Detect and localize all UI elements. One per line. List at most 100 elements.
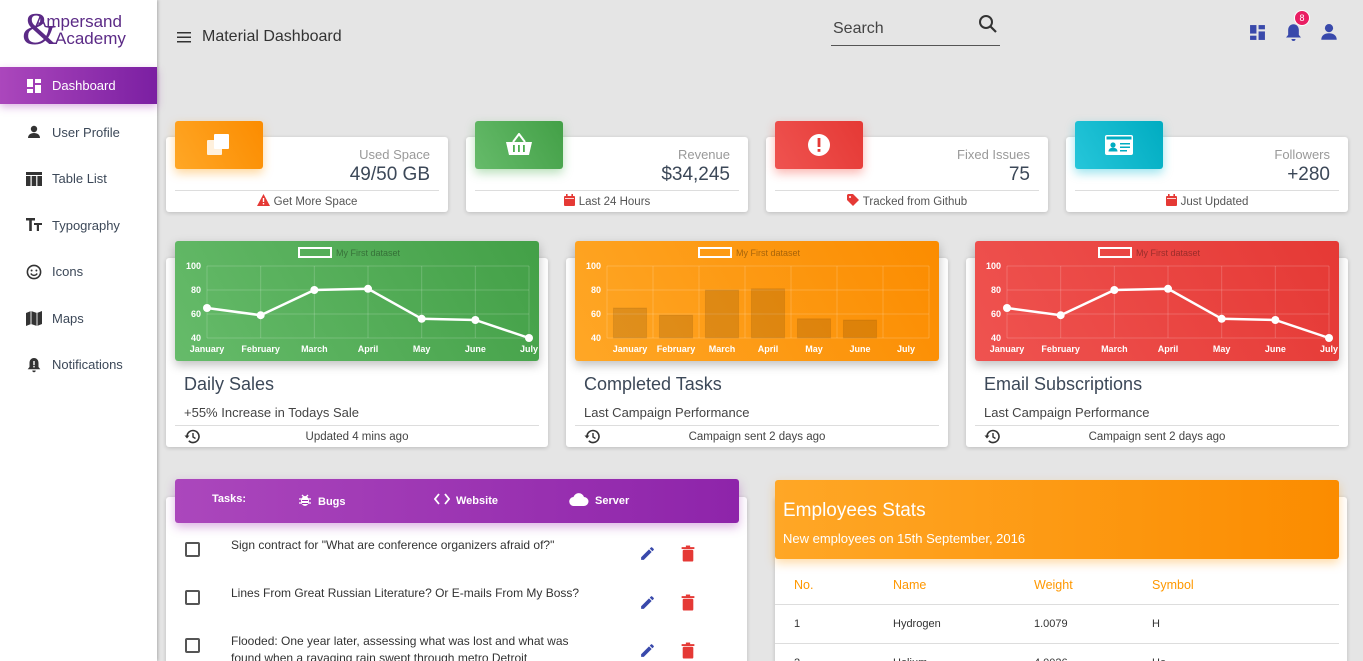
x-tick-label: April [758, 344, 779, 354]
sidebar-item-notifications[interactable]: Notifications [0, 346, 157, 383]
y-tick-label: 60 [991, 309, 1001, 319]
smiley-icon [26, 264, 42, 280]
sidebar-item-icons[interactable]: Icons [0, 253, 157, 290]
menu-icon[interactable] [177, 30, 193, 44]
chart-card-email-subscriptions: My First dataset 40 60 80 100 January February… [966, 241, 1348, 447]
x-tick-label: February [241, 344, 280, 354]
delete-icon[interactable] [681, 642, 695, 661]
tab-label: Website [456, 494, 498, 507]
chart-subtitle: Last Campaign Performance [584, 405, 750, 420]
edit-icon[interactable] [639, 594, 656, 616]
sidebar-item-dashboard[interactable]: Dashboard [0, 67, 157, 104]
sidebar-item-typography[interactable]: Typography [0, 207, 157, 244]
svg-text:&: & [22, 6, 58, 50]
map-icon [26, 310, 42, 326]
sidebar-item-user-profile[interactable]: User Profile [0, 114, 157, 151]
tab-bugs[interactable]: Bugs [298, 493, 346, 510]
legend-swatch [698, 247, 732, 258]
table-icon [26, 171, 42, 187]
table-row: 1 Hydrogen 1.0079 H [775, 604, 1339, 644]
chart-footer: Updated 4 mins ago [175, 425, 539, 447]
data-point [1217, 314, 1226, 323]
brand-logo[interactable]: & Ampersand Academy [0, 0, 157, 60]
employees-subtitle: New employees on 15th September, 2016 [783, 531, 1026, 546]
data-point [203, 304, 211, 312]
calendar-icon [563, 194, 575, 209]
dashboard-grid-icon[interactable] [1247, 22, 1267, 42]
x-tick-label: January [190, 344, 225, 354]
legend-swatch [1098, 247, 1132, 258]
notification-bell-icon[interactable]: 8 [1283, 10, 1310, 42]
task-checkbox[interactable] [185, 638, 200, 653]
chart-subtitle: +55% Increase in Todays Sale [184, 405, 360, 420]
sidebar-item-table-list[interactable]: Table List [0, 160, 157, 197]
user-account-icon[interactable] [1319, 22, 1339, 42]
data-point [1056, 311, 1065, 320]
task-checkbox[interactable] [185, 542, 200, 557]
bar [612, 307, 648, 339]
task-checkbox[interactable] [185, 590, 200, 605]
task-row: Flooded: One year later, assessing what … [166, 625, 747, 661]
chart-subtitle: Last Campaign Performance [984, 405, 1150, 420]
table-row: 2 Helium 4.0026 He [775, 643, 1339, 661]
stat-value: 75 [1008, 164, 1030, 185]
edit-icon[interactable] [639, 545, 656, 567]
x-tick-label: March [301, 344, 328, 354]
x-tick-label: June [1265, 344, 1286, 354]
history-icon [584, 429, 600, 447]
code-icon [433, 493, 451, 508]
y-tick-label: 60 [591, 309, 601, 319]
bug-icon [298, 493, 312, 510]
stat-footer-link[interactable]: Get More Space [273, 195, 358, 208]
bar [796, 318, 832, 339]
id-card-icon [1075, 121, 1163, 169]
sidebar-nav: Dashboard User Profile Table List Typogr… [0, 67, 157, 383]
delete-icon[interactable] [681, 594, 695, 616]
table-cell: Hydrogen [893, 604, 1034, 644]
tab-server[interactable]: Server [569, 493, 629, 509]
y-tick-label: 40 [991, 333, 1001, 343]
delete-icon[interactable] [681, 545, 695, 567]
stat-card-followers: Followers +280 Just Updated [1066, 121, 1348, 212]
x-tick-label: January [613, 344, 648, 354]
history-icon [984, 429, 1000, 447]
x-tick-label: June [849, 344, 870, 354]
tab-label: Server [595, 495, 630, 507]
column-header: Name [893, 567, 1034, 605]
copy-icon [175, 121, 263, 169]
search-input[interactable] [831, 14, 971, 44]
table-cell: 1.0079 [1034, 604, 1152, 644]
chart-footer-text: Updated 4 mins ago [305, 430, 409, 443]
x-tick-label: January [990, 344, 1025, 354]
y-tick-label: 80 [191, 285, 201, 295]
bar [704, 289, 740, 339]
data-point [525, 334, 533, 342]
edit-icon[interactable] [639, 642, 656, 661]
chart-footer: Campaign sent 2 days ago [575, 425, 939, 447]
sidebar-item-maps[interactable]: Maps [0, 300, 157, 337]
stat-footer: Get More Space [175, 190, 439, 212]
tasks-card: Sign contract for "What are conference o… [166, 497, 747, 661]
sidebar-item-label: Maps [52, 310, 84, 326]
chart-footer: Campaign sent 2 days ago [975, 425, 1339, 447]
sidebar-item-label: Typography [52, 217, 120, 233]
column-header: No. [775, 567, 893, 605]
chart-title: Completed Tasks [584, 374, 722, 394]
stat-label: Used Space [359, 147, 430, 162]
brand-line2: Academy [55, 29, 126, 48]
tasks-tab-bar: Tasks: Bugs Website Server [175, 479, 739, 523]
stat-card-revenue: Revenue $34,245 Last 24 Hours [466, 121, 748, 212]
basket-icon [475, 121, 563, 169]
stat-footer-text: Tracked from Github [862, 195, 968, 208]
chart-footer-text: Campaign sent 2 days ago [688, 430, 826, 443]
search-icon[interactable] [978, 14, 998, 39]
stat-value: $34,245 [661, 164, 730, 185]
task-row: Lines From Great Russian Literature? Or … [166, 577, 747, 625]
x-tick-label: April [358, 344, 379, 354]
chart-footer-text: Campaign sent 2 days ago [1088, 430, 1226, 443]
legend-label: My First dataset [1136, 248, 1201, 258]
sidebar-item-label: Icons [52, 264, 84, 279]
sidebar-item-label: Notifications [52, 357, 123, 372]
tab-website[interactable]: Website [433, 493, 498, 508]
data-point [1003, 304, 1011, 312]
